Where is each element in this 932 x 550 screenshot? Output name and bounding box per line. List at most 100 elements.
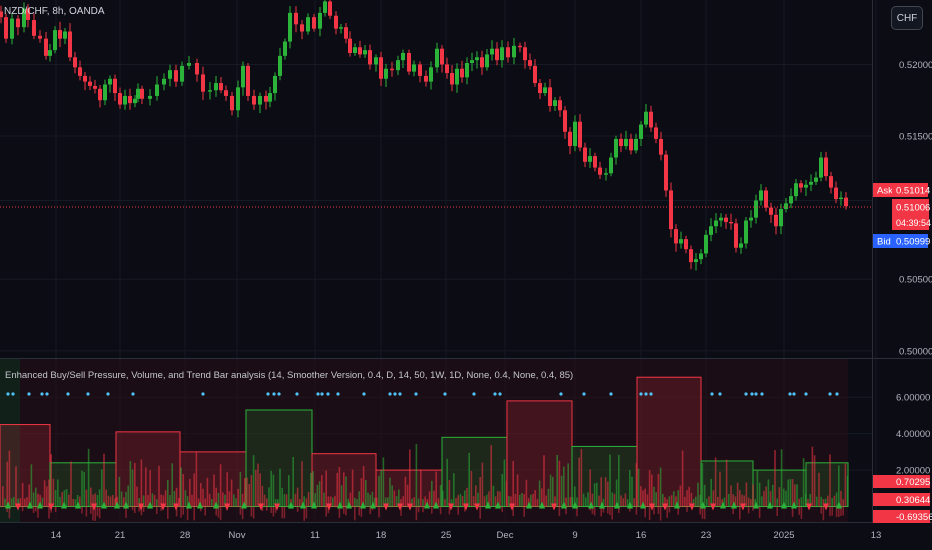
candle-body [63, 31, 67, 39]
pressure-bar [699, 494, 701, 507]
pressure-bar [787, 479, 789, 507]
price-tick-label: 0.51500 [899, 132, 932, 143]
pressure-bar-neg [6, 506, 8, 512]
pressure-bar [701, 463, 704, 507]
pressure-bar [721, 499, 723, 507]
pressure-bar [204, 498, 206, 507]
pressure-bar [818, 472, 820, 507]
pressure-bar [37, 493, 39, 507]
pressure-bar-neg [296, 506, 299, 512]
pressure-bar-neg [791, 506, 794, 517]
pressure-bar-neg [831, 506, 833, 516]
candle-body [619, 138, 623, 147]
candle-body [480, 57, 484, 68]
candle-body [68, 31, 72, 58]
candle-body [804, 184, 808, 188]
pressure-bar-neg [659, 506, 662, 521]
price-axis[interactable]: 0.52000 0.51500 0.50500 0.50000 [899, 60, 932, 357]
candle-body [358, 47, 362, 55]
pressure-bar [406, 484, 409, 507]
pressure-bar [173, 491, 176, 507]
pressure-bar [35, 487, 37, 507]
candle-body [644, 111, 648, 125]
indicator-label[interactable]: Enhanced Buy/Sell Pressure, Volume, and … [5, 370, 573, 381]
time-tick-label: 13 [871, 530, 882, 541]
time-tick-label: 2025 [773, 530, 794, 541]
pressure-bar [538, 480, 541, 507]
pressure-bar [371, 491, 374, 507]
pressure-bar [325, 470, 327, 507]
buy-signal-marker [300, 501, 306, 509]
pressure-bar [281, 487, 283, 507]
sell-signal-marker [662, 503, 668, 511]
candle-body [344, 27, 348, 39]
buy-signal-marker [241, 501, 247, 509]
candle-body [588, 156, 592, 162]
pressure-bar-neg [85, 506, 88, 517]
pressure-bar [193, 473, 195, 507]
buy-signal-marker [627, 501, 633, 509]
pressure-bar [180, 467, 182, 507]
pressure-bar [741, 494, 743, 507]
symbol-label[interactable]: NZD/CHF, 8h, OANDA [4, 6, 105, 17]
indicator-pane[interactable] [0, 359, 849, 522]
candle-body [598, 167, 602, 175]
pressure-bar [772, 484, 774, 507]
pressure-bar [233, 494, 235, 507]
buy-signal-marker [5, 501, 11, 509]
pressure-bar-neg [776, 506, 778, 516]
pressure-bar [508, 495, 510, 507]
volume-spike-dot [754, 392, 758, 396]
candle-body [219, 83, 223, 91]
candle-body [390, 68, 394, 71]
pressure-bar [389, 477, 391, 507]
pressure-bar [57, 479, 59, 507]
candle-body [573, 121, 577, 147]
pressure-bar [756, 470, 759, 507]
time-axis[interactable]: 14 21 28 Nov 11 18 25 Dec 9 16 23 2025 13 [51, 530, 882, 541]
pressure-bar [362, 466, 365, 507]
candle-body [739, 243, 743, 248]
pressure-bar [569, 497, 572, 507]
pressure-bar [732, 494, 734, 507]
pressure-bar [798, 498, 800, 507]
time-tick-label: 11 [310, 530, 320, 541]
candle-body [418, 64, 422, 76]
pressure-bar [536, 498, 539, 507]
buy-signal-marker [147, 501, 153, 509]
pressure-bar [659, 467, 662, 507]
candle-body [629, 138, 633, 151]
currency-button[interactable]: CHF [891, 6, 923, 30]
pressure-bar [120, 491, 123, 507]
pressure-bar [219, 464, 222, 507]
volume-spike-dot [718, 392, 722, 396]
volume-spike-dot [106, 392, 110, 396]
volume-spike-dot [398, 392, 402, 396]
pressure-bar [268, 487, 270, 507]
pressure-bar [747, 497, 750, 507]
pressure-bar [840, 490, 842, 507]
pressure-bar [65, 489, 68, 507]
pressure-bar [776, 498, 778, 507]
pressure-bar [490, 445, 492, 507]
pressure-bar [222, 492, 224, 507]
pressure-bar [494, 496, 497, 507]
pressure-bar [257, 463, 259, 507]
candle-body [108, 78, 112, 85]
pressure-bar [123, 497, 125, 507]
buy-signal-marker [186, 501, 192, 509]
candle-body [401, 52, 405, 61]
pressure-bar [655, 492, 657, 507]
pressure-bar [499, 491, 501, 507]
candle-body [214, 83, 218, 91]
pressure-bar-neg [272, 506, 275, 517]
main-price-pane[interactable] [0, 0, 848, 271]
time-tick-label: 18 [376, 530, 387, 541]
candle-body [424, 75, 428, 82]
buy-signal-marker [836, 501, 842, 509]
pressure-bar [292, 456, 294, 507]
pressure-bar [303, 496, 305, 507]
pressure-bar [6, 461, 8, 507]
